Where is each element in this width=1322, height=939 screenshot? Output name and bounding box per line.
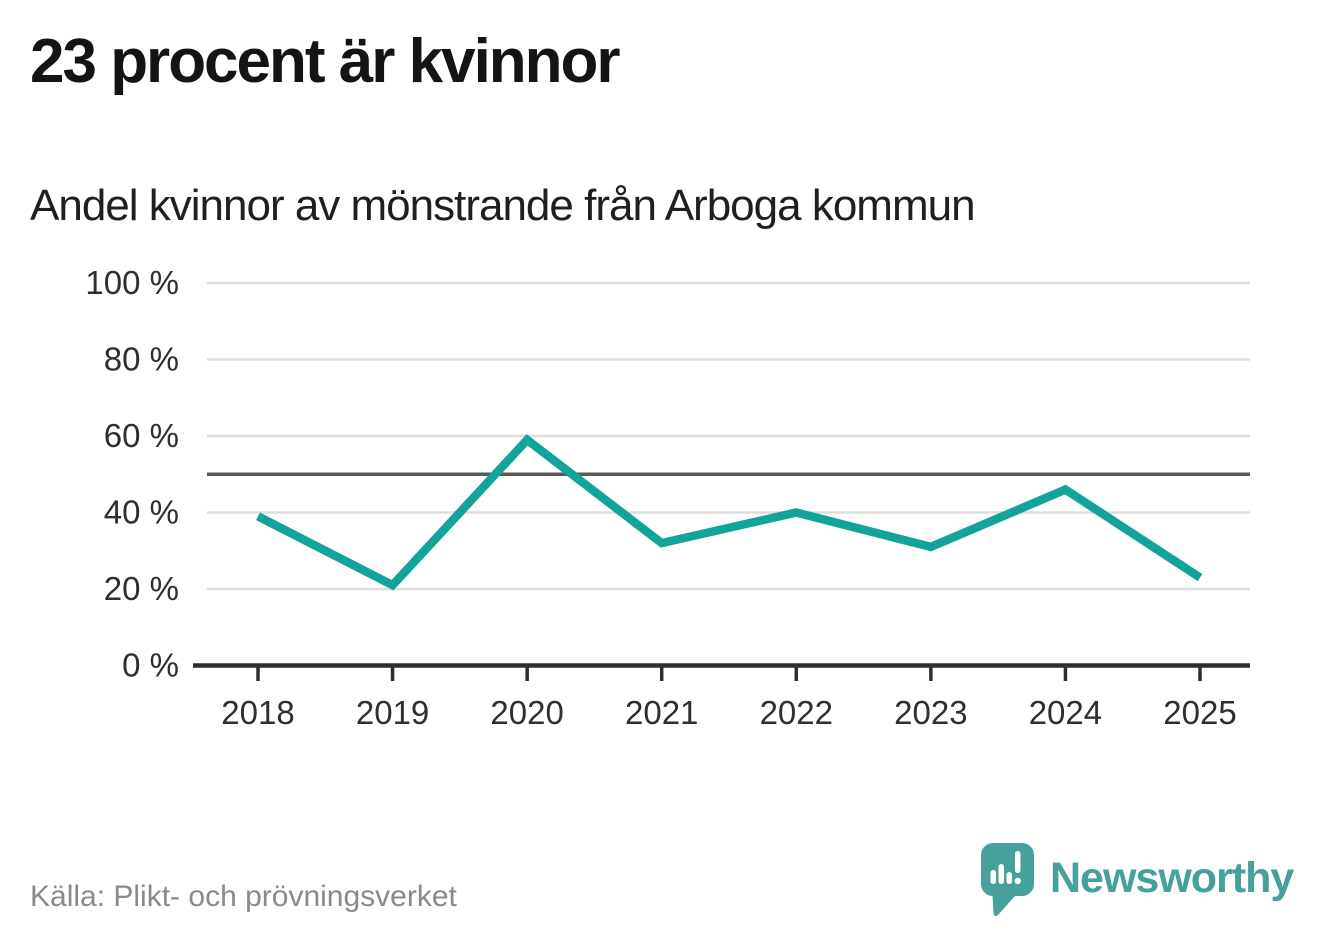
- data-line: [256, 434, 1203, 591]
- brand-lockup: Newsworthy: [981, 843, 1294, 919]
- y-tick-label: 0 %: [122, 647, 179, 684]
- y-tick-label: 100 %: [85, 264, 179, 301]
- bar-chart-bar-1: [990, 870, 996, 884]
- source-attribution: Källa: Plikt- och prövningsverket: [30, 880, 457, 913]
- brand-wordmark: Newsworthy: [1050, 854, 1294, 902]
- y-tick-label: 60 %: [104, 417, 179, 454]
- exclamation-dot: [1014, 877, 1021, 885]
- bar-chart-bar-2: [998, 864, 1004, 884]
- line-chart: 2018 2019 2020 2021 2022 2023 2024 2025 0 % 20 % 4…: [85, 264, 1250, 731]
- y-tick-label: 40 %: [104, 494, 179, 531]
- exclamation-stem: [1015, 851, 1021, 873]
- chart-subtitle: Andel kvinnor av mönstrande från Arboga …: [30, 181, 976, 230]
- y-tick-label: 80 %: [104, 341, 179, 378]
- x-tick-label: 2024: [1029, 694, 1102, 731]
- y-tick-label: 20 %: [104, 570, 179, 607]
- x-tick-label: 2023: [894, 694, 967, 731]
- x-tick-label: 2021: [625, 694, 698, 731]
- chart-title: 23 procent är kvinnor: [30, 27, 621, 96]
- x-tick-label: 2020: [490, 694, 563, 731]
- x-tick-label: 2019: [356, 694, 429, 731]
- x-tick-label: 2018: [221, 694, 294, 731]
- x-tick-label: 2025: [1163, 694, 1236, 731]
- newsworthy-logo-icon: [981, 843, 1034, 917]
- bar-chart-bar-3: [1006, 872, 1012, 884]
- x-tick-label: 2022: [760, 694, 833, 731]
